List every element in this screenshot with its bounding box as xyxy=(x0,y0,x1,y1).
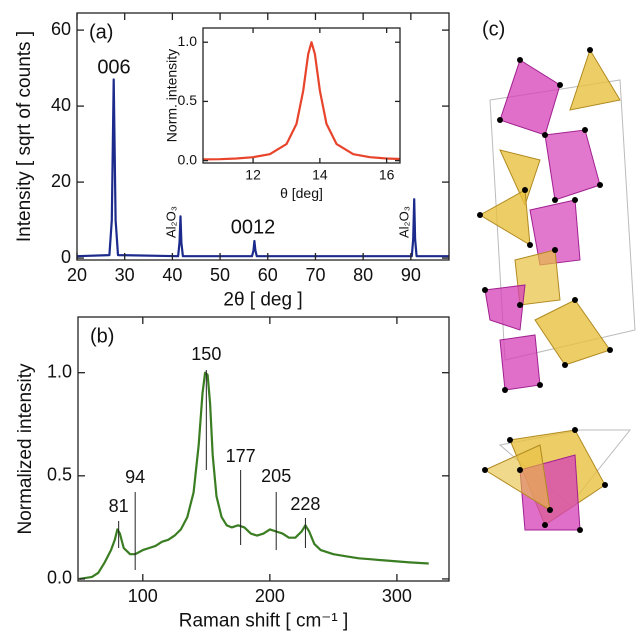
crystal-structure xyxy=(477,47,636,533)
peak-label: 205 xyxy=(261,466,291,486)
y-tick-label: 0 xyxy=(61,247,71,267)
x-tick-label: 80 xyxy=(353,265,373,285)
panel-label: (c) xyxy=(482,18,505,40)
peak-annotation: Al₂O₃ xyxy=(396,206,411,238)
y-axis-label: Norm. intensity xyxy=(164,49,180,142)
x-tick-label: 90 xyxy=(401,265,421,285)
x-tick-label: 200 xyxy=(255,586,285,606)
y-axis-label: Intensity [ sqrt of counts ] xyxy=(14,31,35,242)
y-tick-label: 60 xyxy=(51,19,71,39)
panel-label: (a) xyxy=(89,21,113,43)
y-tick-label: 0.5 xyxy=(178,92,198,108)
y-tick-label: 0.5 xyxy=(47,465,72,485)
y-tick-label: 40 xyxy=(51,95,71,115)
x-axis-label: 2θ [ deg ] xyxy=(223,290,302,311)
peak-label: 94 xyxy=(125,467,145,487)
x-tick-label: 50 xyxy=(210,265,230,285)
y-tick-label: 20 xyxy=(51,171,71,191)
x-axis-label: θ [deg] xyxy=(280,185,323,201)
x-tick-label: 300 xyxy=(382,586,412,606)
peak-label: 228 xyxy=(290,494,320,514)
x-tick-label: 30 xyxy=(115,265,135,285)
peak-label: 177 xyxy=(226,446,256,466)
data-line xyxy=(202,41,401,161)
peak-annotation: 006 xyxy=(97,56,130,78)
x-tick-label: 40 xyxy=(162,265,182,285)
x-axis-label: Raman shift [ cm⁻¹ ] xyxy=(179,611,348,632)
peak-label: 150 xyxy=(191,344,221,364)
peak-label: 81 xyxy=(109,496,129,516)
y-tick-label: 0.0 xyxy=(47,568,72,588)
y-tick-label: 1.0 xyxy=(178,33,198,49)
peak-annotation: Al₂O₃ xyxy=(163,206,178,238)
x-tick-label: 70 xyxy=(305,265,325,285)
x-tick-label: 16 xyxy=(379,166,395,182)
x-tick-label: 20 xyxy=(67,265,87,285)
panel-label: (b) xyxy=(90,325,114,347)
peak-annotation: 0012 xyxy=(231,216,276,238)
data-line xyxy=(79,371,429,580)
data-line xyxy=(76,78,449,258)
plot-frame xyxy=(77,316,450,582)
y-tick-label: 0.0 xyxy=(178,151,198,167)
x-tick-label: 14 xyxy=(312,166,328,182)
x-tick-label: 60 xyxy=(258,265,278,285)
y-axis-label: Normalized intensity xyxy=(15,363,36,535)
x-tick-label: 100 xyxy=(128,586,158,606)
plot-frame xyxy=(76,12,450,261)
x-tick-label: 12 xyxy=(245,166,261,182)
y-tick-label: 1.0 xyxy=(47,361,72,381)
plot-frame xyxy=(202,27,401,164)
